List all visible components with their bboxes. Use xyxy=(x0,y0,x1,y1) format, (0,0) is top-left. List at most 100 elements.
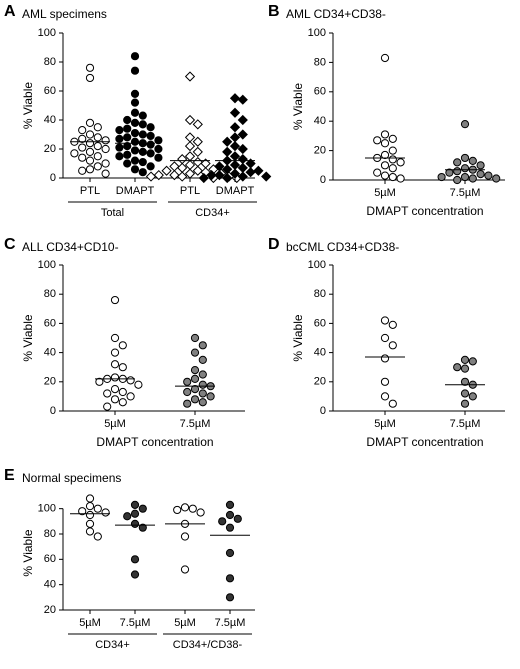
data-point xyxy=(184,114,196,126)
data-point xyxy=(253,165,264,176)
x-tick-label: PTL xyxy=(80,185,100,197)
data-point xyxy=(138,111,147,120)
data-point xyxy=(85,527,95,536)
y-axis-label: % Viable xyxy=(21,314,35,361)
data-point xyxy=(492,174,501,183)
data-point xyxy=(198,355,207,364)
data-point xyxy=(85,63,95,72)
data-point xyxy=(380,377,390,386)
data-point xyxy=(460,172,470,182)
x-tick-label: 5µM xyxy=(374,187,396,199)
y-tick-label: 60 xyxy=(314,86,326,98)
data-point xyxy=(138,120,147,129)
data-point xyxy=(123,159,132,168)
data-point xyxy=(261,171,272,182)
data-point xyxy=(460,153,470,163)
data-point xyxy=(130,98,140,107)
data-point xyxy=(161,165,172,176)
data-point xyxy=(484,171,493,180)
y-tick-label: 80 xyxy=(314,56,326,68)
data-point xyxy=(453,158,462,167)
data-point xyxy=(130,500,140,509)
data-point xyxy=(218,517,227,526)
data-point xyxy=(115,126,124,135)
data-point xyxy=(93,532,102,541)
data-point xyxy=(396,174,405,183)
data-point xyxy=(130,52,140,61)
data-point xyxy=(460,377,470,386)
data-point xyxy=(388,155,397,164)
data-point xyxy=(198,341,207,350)
data-point xyxy=(225,500,235,509)
data-point xyxy=(118,363,127,372)
y-tick-label: 20 xyxy=(314,145,326,157)
y-tick-label: 60 xyxy=(314,317,326,329)
panel-title: bcCML CD34+CD38- xyxy=(286,240,399,254)
data-point xyxy=(233,514,242,523)
data-point xyxy=(101,169,110,178)
data-point xyxy=(388,164,397,173)
data-point xyxy=(85,519,95,528)
data-point xyxy=(380,130,390,139)
data-point xyxy=(380,354,390,363)
data-point xyxy=(388,341,397,350)
x-tick-label: 7.5µM xyxy=(215,617,246,629)
data-point xyxy=(130,146,140,155)
y-tick-label: 80 xyxy=(44,528,56,540)
y-tick-label: 100 xyxy=(38,503,56,515)
data-point xyxy=(138,168,147,177)
x-axis-label: DMAPT concentration xyxy=(96,435,213,449)
data-point xyxy=(380,333,390,343)
y-tick-label: 100 xyxy=(308,259,326,271)
x-tick-label: 7.5µM xyxy=(450,418,481,430)
data-point xyxy=(169,161,180,172)
data-point xyxy=(115,134,124,143)
data-point xyxy=(183,387,192,397)
data-point xyxy=(184,140,196,152)
data-point xyxy=(93,133,102,142)
data-point xyxy=(206,169,217,181)
y-tick-label: 40 xyxy=(44,114,56,126)
y-tick-label: 80 xyxy=(314,288,326,300)
y-tick-label: 20 xyxy=(44,143,56,155)
x-tick-label: DMAPT xyxy=(116,185,155,197)
x-tick-label: 5µM xyxy=(174,617,196,629)
data-point xyxy=(110,360,120,369)
data-point xyxy=(380,171,390,180)
data-point xyxy=(154,153,163,162)
data-point xyxy=(460,364,470,373)
y-tick-label: 60 xyxy=(44,317,56,329)
x-tick-label: DMAPT xyxy=(216,185,255,197)
y-tick-label: 100 xyxy=(38,259,56,271)
data-point xyxy=(237,171,248,182)
y-tick-label: 0 xyxy=(50,172,56,184)
data-point xyxy=(130,66,140,75)
data-point xyxy=(198,380,207,389)
data-point xyxy=(453,363,462,372)
data-point xyxy=(138,147,147,156)
panel-letter: B xyxy=(268,3,280,20)
y-tick-label: 80 xyxy=(44,288,56,300)
data-point xyxy=(85,156,95,165)
data-point xyxy=(118,341,127,350)
data-point xyxy=(118,398,127,407)
data-point xyxy=(85,510,95,520)
data-point xyxy=(146,140,155,149)
data-point xyxy=(78,507,87,516)
y-tick-label: 20 xyxy=(44,604,56,616)
data-point xyxy=(110,295,120,305)
data-point xyxy=(388,134,397,143)
data-point xyxy=(468,357,477,366)
data-point xyxy=(126,392,135,401)
y-axis-label: % Viable xyxy=(21,529,35,576)
data-point xyxy=(380,161,390,170)
data-point xyxy=(85,165,95,174)
data-point xyxy=(237,94,248,105)
data-point xyxy=(476,170,485,179)
data-point xyxy=(206,392,215,401)
panel-letter: E xyxy=(4,467,15,484)
panel-title: ALL CD34+CD10- xyxy=(22,240,119,254)
y-tick-label: 60 xyxy=(44,553,56,565)
data-point xyxy=(146,162,155,171)
